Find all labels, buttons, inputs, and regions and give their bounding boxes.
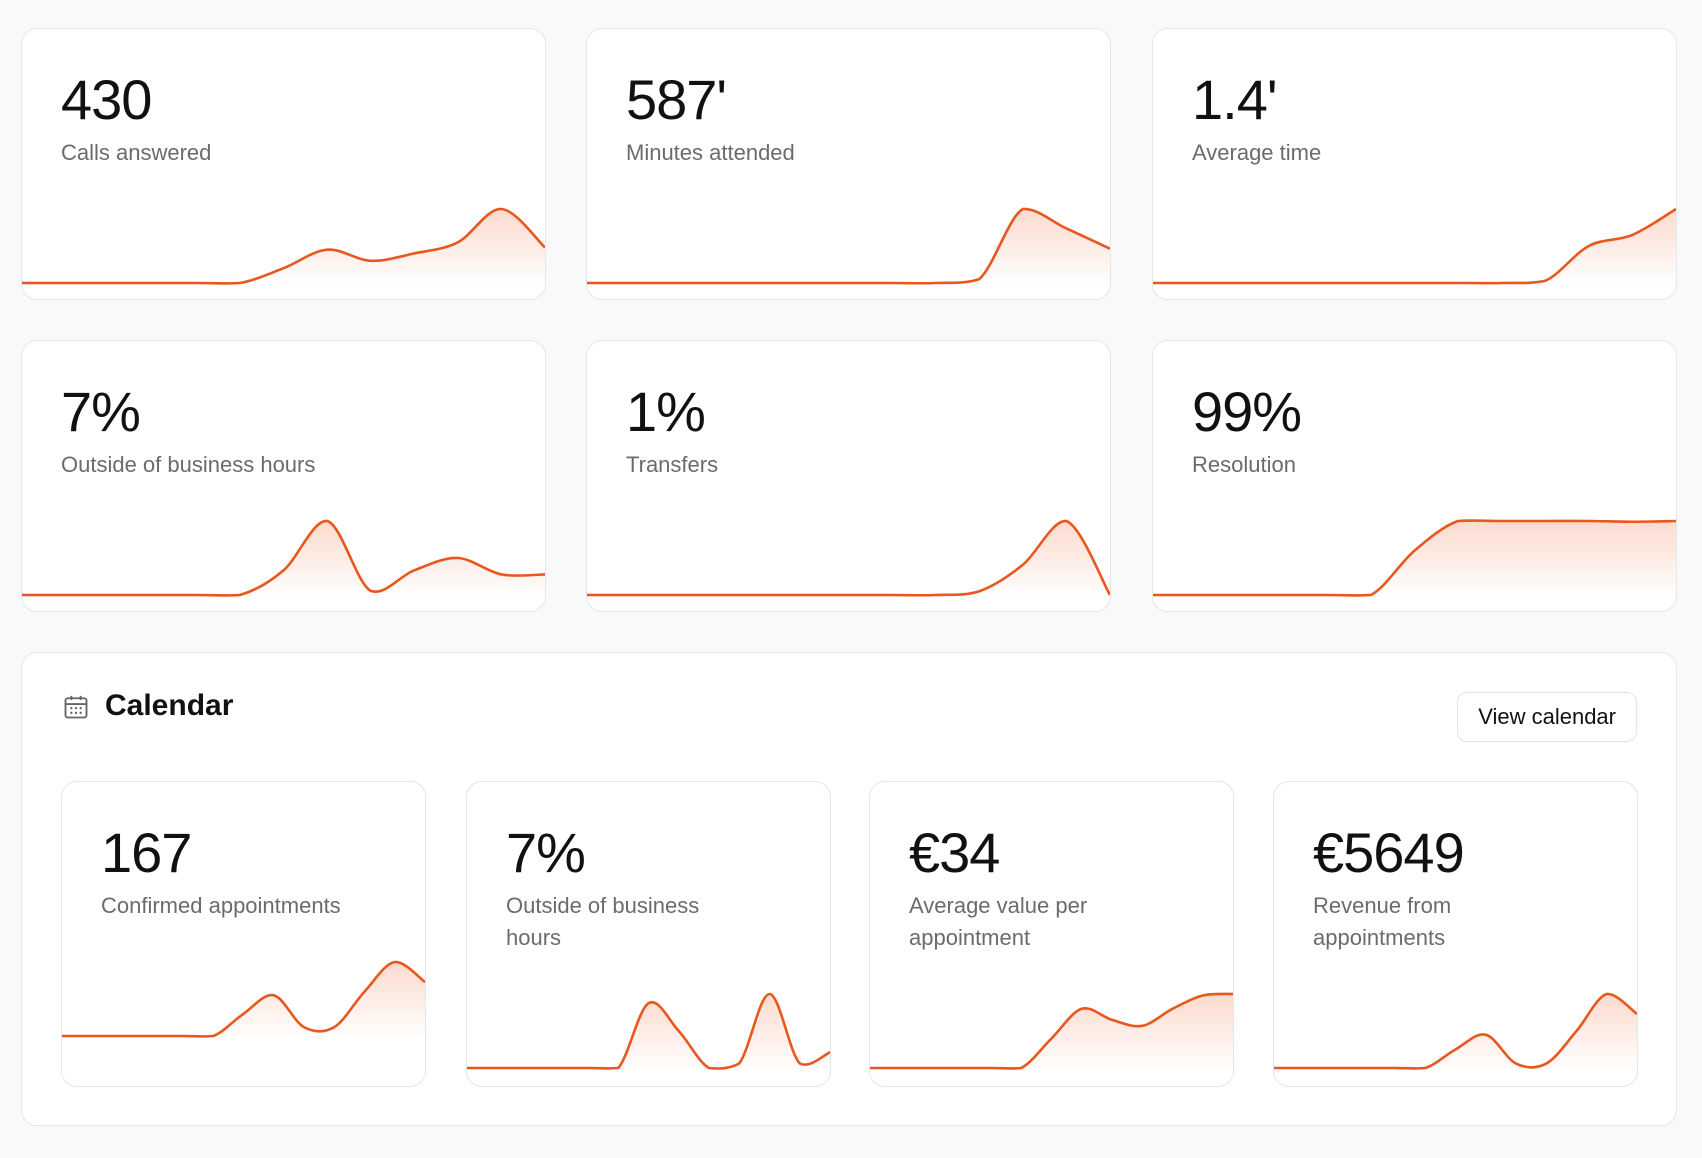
sparkline-line xyxy=(587,207,1110,285)
metric-value: €34 xyxy=(909,821,1000,884)
sparkline-area xyxy=(62,961,425,1039)
metric-card: 167 Confirmed appointments xyxy=(61,781,426,1087)
metric-value: 167 xyxy=(101,821,192,884)
metric-card: €34 Average value per appointment xyxy=(869,781,1234,1087)
calendar-panel: Calendar View calendar 167 Confirmed appo… xyxy=(21,652,1677,1126)
sparkline-line xyxy=(1153,207,1676,285)
sparkline-line xyxy=(1153,519,1676,597)
metric-value: 7% xyxy=(61,380,141,443)
sparkline xyxy=(22,207,545,286)
metric-card: 7% Outside of business hours xyxy=(21,340,546,612)
sparkline-area xyxy=(870,993,1233,1071)
sparkline-line xyxy=(467,992,830,1070)
sparkline-area xyxy=(1153,209,1676,286)
metric-label: Resolution xyxy=(1192,452,1296,477)
sparkline xyxy=(870,992,1233,1071)
sparkline-line xyxy=(1274,992,1637,1070)
metric-label: Outside of business hours xyxy=(506,893,700,950)
sparkline-line xyxy=(587,519,1110,597)
sparkline-line xyxy=(870,992,1233,1070)
metric-value: 430 xyxy=(61,68,152,131)
metric-card: 587' Minutes attended xyxy=(586,28,1111,300)
metric-card: €5649 Revenue from appointments xyxy=(1273,781,1638,1087)
metric-label: Revenue from appointments xyxy=(1313,893,1452,950)
calendar-icon xyxy=(64,695,88,719)
metric-label: Confirmed appointments xyxy=(101,893,341,918)
metric-label: Average time xyxy=(1192,140,1322,165)
metric-value: 99% xyxy=(1192,380,1302,443)
sparkline-area xyxy=(22,208,545,286)
metric-value: 1% xyxy=(626,380,706,443)
metric-label: Average value per appointment xyxy=(909,893,1088,950)
metric-card: 7% Outside of business hours xyxy=(466,781,831,1087)
metric-value: 1.4' xyxy=(1192,68,1278,131)
sparkline-area xyxy=(587,520,1110,598)
sparkline xyxy=(1153,519,1676,598)
sparkline-line xyxy=(22,519,545,597)
sparkline xyxy=(22,519,545,598)
sparkline xyxy=(1153,207,1676,286)
metric-card: 99% Resolution xyxy=(1152,340,1677,612)
metric-card: 1.4' Average time xyxy=(1152,28,1677,300)
sparkline xyxy=(587,207,1110,286)
metric-label: Minutes attended xyxy=(626,140,795,165)
metric-label: Outside of business hours xyxy=(61,452,316,477)
sparkline-area xyxy=(1274,993,1637,1071)
sparkline-line xyxy=(62,960,425,1038)
metric-label: Calls answered xyxy=(61,140,212,165)
sparkline xyxy=(467,992,830,1071)
sparkline-area xyxy=(587,208,1110,286)
sparkline-area xyxy=(1153,520,1676,598)
section-title: Calendar xyxy=(105,689,234,722)
view-calendar-button[interactable]: View calendar xyxy=(1457,692,1637,742)
metric-label: Transfers xyxy=(626,452,719,477)
metric-value: 587' xyxy=(626,68,727,131)
metric-value: 7% xyxy=(506,821,586,884)
sparkline xyxy=(1274,992,1637,1071)
sparkline-line xyxy=(22,207,545,285)
sparkline xyxy=(587,519,1110,598)
metric-card: 1% Transfers xyxy=(586,340,1111,612)
sparkline-area xyxy=(22,520,545,598)
sparkline xyxy=(62,960,425,1039)
metric-card: 430 Calls answered xyxy=(21,28,546,300)
metric-value: €5649 xyxy=(1313,821,1465,884)
sparkline-area xyxy=(467,994,830,1071)
